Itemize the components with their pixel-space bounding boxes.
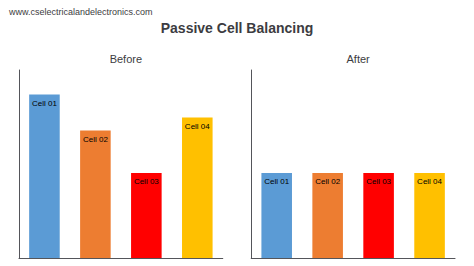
svg-text:Before: Before: [110, 53, 142, 65]
svg-text:Cell 02: Cell 02: [315, 177, 340, 186]
svg-text:Cell 04: Cell 04: [185, 122, 210, 131]
svg-text:Cell 01: Cell 01: [264, 177, 289, 186]
svg-text:Cell 02: Cell 02: [83, 135, 108, 144]
svg-text:Cell 03: Cell 03: [134, 177, 159, 186]
svg-text:Cell 04: Cell 04: [417, 177, 442, 186]
svg-text:After: After: [347, 53, 371, 65]
svg-text:www.cselectricalandelectronics: www.cselectricalandelectronics.com: [8, 7, 153, 17]
svg-text:Cell 01: Cell 01: [32, 99, 57, 108]
svg-text:Cell 03: Cell 03: [366, 177, 391, 186]
svg-text:Passive Cell Balancing: Passive Cell Balancing: [161, 20, 314, 36]
